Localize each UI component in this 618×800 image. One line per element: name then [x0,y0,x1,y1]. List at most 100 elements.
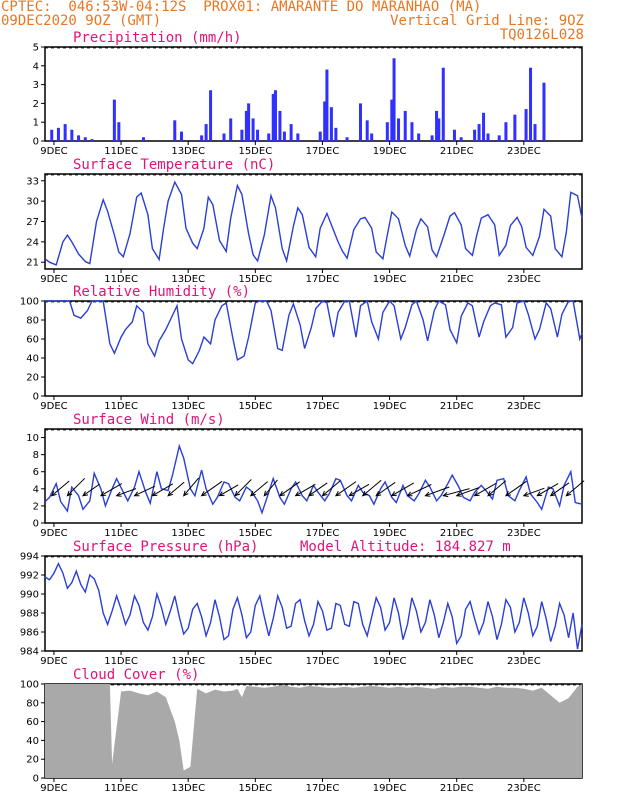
precip-bar [435,110,439,141]
wind-arrow-head [442,492,449,498]
x-tick-label: 11DEC [104,401,138,412]
y-tick-label: 2 [33,99,39,110]
wind-arrow-head [263,490,270,497]
x-tick-label: 19DEC [373,783,407,794]
precip-bar [282,131,286,141]
x-tick-label: 23DEC [507,528,541,539]
precip-bar [437,118,441,141]
precip-bar [244,110,248,141]
y-tick-label: 2 [33,501,39,512]
header-model-code: TQ0126L028 [499,27,584,43]
wind-arrow-head [151,491,158,497]
precip-bar [392,58,396,141]
wind-arrow-head [473,491,480,497]
precip-bar [473,129,477,141]
wind-arrow-shaft [167,481,185,497]
x-tick-label: 9DEC [40,656,67,667]
precip-bar [240,129,244,141]
y-tick-label: 4 [33,484,39,495]
y-tick-label: 0 [33,137,39,148]
header-date: 09DEC2020 9OZ (GMT) [1,13,162,29]
precip-bar [334,127,338,141]
precip-bar [318,131,322,141]
wind-arrow-head [82,491,89,497]
header-grid-line-note: Vertical Grid Line: 9OZ [390,13,584,29]
panel-title: Surface Pressure (hPa) [73,539,258,555]
plot-frame [44,555,583,652]
y-tick-label: 60 [26,717,39,728]
wind-arrow-shaft [565,480,585,497]
x-tick-label: 15DEC [238,146,272,157]
wind-arrow-shaft [82,483,100,497]
panel-0: 0 1 2 3 4 5 9DEC 11DEC 13DEC 15DEC 17DEC 19DEC 21DEC… [33,30,583,157]
x-tick-label: 17DEC [306,783,340,794]
x-tick-label: 9DEC [40,783,67,794]
y-tick-label: 100 [20,297,39,308]
wind-arrow-shaft [391,482,415,497]
precip-bar [390,99,394,141]
wind-arrow-shaft [375,481,396,497]
precip-bar [173,120,177,141]
x-tick-label: 17DEC [306,401,340,412]
precip-bar [486,133,490,141]
plot-frame [44,428,583,524]
x-tick-label: 17DEC [306,528,340,539]
wind-arrow-shaft [407,484,432,497]
precip-bar [267,133,271,141]
precip-bar [345,137,349,141]
panel-4: 984 986 988 990 992 994 9DEC 11DEC 13DEC 15DEC 17D… [20,539,583,667]
x-tick-label: 19DEC [373,401,407,412]
y-tick-label: 27 [26,217,39,228]
panel-title: Relative Humidity (%) [73,284,250,300]
precip-bar [278,110,282,141]
wind-arrow-shaft [523,487,545,497]
x-tick-label: 19DEC [373,146,407,157]
x-tick-label: 11DEC [104,783,138,794]
wind-arrow-shaft [425,486,450,497]
y-tick-label: 40 [26,354,39,365]
wind-arrow-head [536,491,543,497]
precip-bar [513,114,517,141]
wind-arrow-head [278,491,285,497]
precip-bar [417,133,421,141]
y-tick-label: 1 [33,118,39,129]
series-line [44,443,583,515]
x-tick-label: 9DEC [40,274,67,285]
precip-bar [504,122,508,141]
precip-bar [329,107,333,141]
precip-bar [179,131,183,141]
x-tick-label: 21DEC [440,274,474,285]
wind-arrow-shaft [295,483,316,497]
y-tick-label: 10 [26,433,39,444]
x-tick-label: 19DEC [373,274,407,285]
precip-bar [141,137,145,141]
x-tick-label: 23DEC [507,401,541,412]
wind-arrow-head [249,490,256,497]
wind-arrow-shaft [335,481,357,497]
wind-arrow-head [99,491,106,497]
y-tick-label: 30 [26,197,39,208]
wind-arrow-shaft [201,480,223,497]
precip-bar [441,67,445,141]
y-tick-label: 984 [20,647,39,658]
wind-arrow-shaft [349,483,370,497]
precip-bar [370,133,374,141]
precip-bar [325,69,329,141]
x-tick-label: 21DEC [440,401,474,412]
x-tick-label: 9DEC [40,401,67,412]
x-tick-label: 15DEC [238,401,272,412]
wind-arrow-shaft [67,477,86,497]
x-tick-label: 15DEC [238,274,272,285]
wind-arrow-shaft [308,482,328,497]
x-tick-label: 9DEC [40,528,67,539]
wind-arrow-shaft [362,479,382,497]
panel-1: 21 24 27 30 33 9DEC 11DEC 13DEC 15DEC 17DEC 19DEC 2… [26,157,583,285]
precip-bar [204,124,208,141]
panel-5: 0 20 40 60 80 100 9DEC 11DEC 13DEC 15DEC 17DEC 19DE… [20,667,583,794]
wind-arrow-shaft [443,488,470,497]
wind-arrow-shaft [537,483,559,497]
precip-bar [403,110,407,141]
precip-bar [385,122,389,141]
y-tick-label: 3 [33,80,39,91]
y-tick-label: 60 [26,335,39,346]
